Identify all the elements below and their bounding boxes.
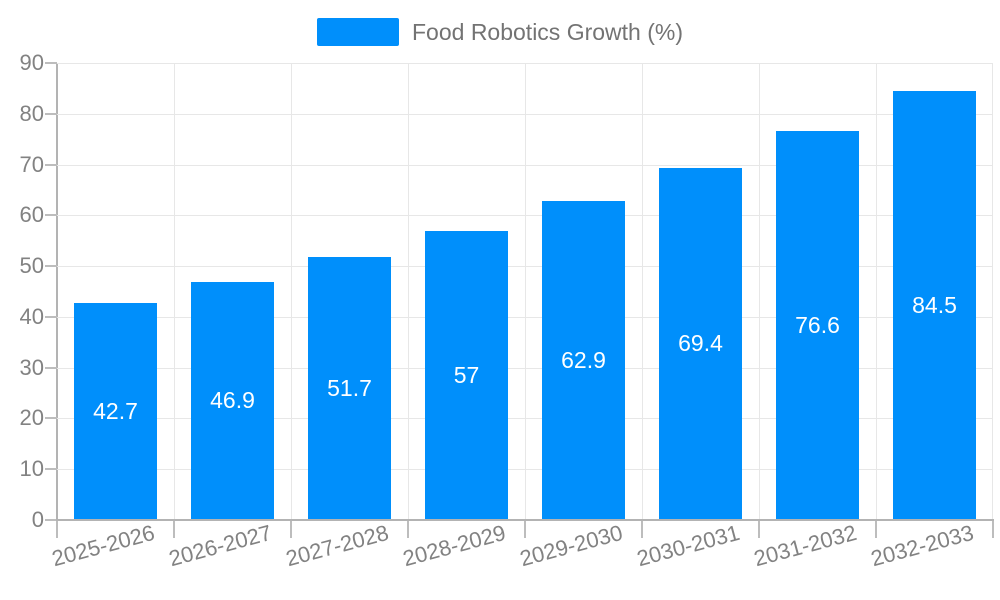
- y-tick-label: 10: [19, 456, 44, 482]
- x-tick-mark: [875, 520, 877, 538]
- x-tick-label: 2031-2032: [750, 519, 859, 572]
- gridline-vertical: [876, 63, 877, 520]
- y-tick-mark: [45, 417, 57, 420]
- x-tick-mark: [992, 520, 994, 538]
- legend-label: Food Robotics Growth (%): [412, 18, 683, 45]
- y-tick-mark: [45, 315, 57, 318]
- legend-item[interactable]: Food Robotics Growth (%): [317, 18, 683, 46]
- bar-value-label: 76.6: [795, 312, 840, 339]
- gridline-vertical: [525, 63, 526, 520]
- y-tick-mark: [45, 214, 57, 217]
- y-tick-mark: [45, 163, 57, 166]
- plot-area: 42.7 46.9 51.7 57 62.9 69.4 76.6 84.5: [45, 62, 994, 538]
- x-tick-mark: [641, 520, 643, 538]
- y-tick-label: 80: [19, 100, 44, 126]
- x-tick-label: 2029-2030: [516, 519, 625, 572]
- bar-value-label: 57: [453, 361, 480, 388]
- gridline-vertical: [992, 63, 993, 520]
- y-tick-label: 50: [19, 253, 44, 279]
- y-tick-mark: [45, 366, 57, 369]
- gridline-vertical: [291, 63, 292, 520]
- bar-value-label: 51.7: [327, 375, 372, 402]
- x-tick-label: 2028-2029: [399, 519, 508, 572]
- y-tick-mark: [45, 112, 57, 115]
- x-tick-label: 2030-2031: [633, 519, 742, 572]
- x-tick-mark: [173, 520, 175, 538]
- x-tick-label: 2026-2027: [165, 519, 274, 572]
- bar-value-label: 69.4: [678, 330, 723, 357]
- bar-2027-2028[interactable]: 51.7: [308, 257, 391, 520]
- bar-value-label: 84.5: [912, 291, 957, 318]
- x-axis: 2025-2026 2026-2027 2027-2028 2028-2029 2029…: [49, 520, 993, 597]
- bar-2026-2027[interactable]: 46.9: [191, 281, 274, 520]
- y-axis: 0 10 20 30 40 50 60 70 80 90: [0, 52, 44, 531]
- gridline-vertical: [642, 63, 643, 520]
- x-tick-mark: [407, 520, 409, 538]
- legend-swatch: [317, 18, 399, 46]
- x-tick-mark: [758, 520, 760, 538]
- x-tick-mark: [56, 520, 58, 538]
- gridline-vertical: [759, 63, 760, 520]
- bar-2031-2032[interactable]: 76.6: [776, 131, 859, 520]
- bar-value-label: 46.9: [210, 387, 255, 414]
- bar-2030-2031[interactable]: 69.4: [659, 167, 742, 520]
- y-tick-label: 30: [19, 354, 44, 380]
- x-tick-label: 2025-2026: [48, 519, 157, 572]
- y-tick-label: 20: [19, 405, 44, 431]
- bar-2029-2030[interactable]: 62.9: [542, 200, 625, 520]
- y-tick-label: 90: [19, 50, 44, 75]
- y-tick-mark: [45, 468, 57, 471]
- bar-2032-2033[interactable]: 84.5: [893, 90, 976, 520]
- bar-value-label: 62.9: [561, 346, 606, 373]
- y-tick-label: 0: [31, 507, 44, 532]
- y-tick-mark: [45, 265, 57, 268]
- bar-2028-2029[interactable]: 57: [425, 230, 508, 520]
- x-tick-label: 2032-2033: [867, 519, 976, 572]
- y-tick-label: 40: [19, 303, 44, 329]
- x-tick-mark: [290, 520, 292, 538]
- x-tick-label: 2027-2028: [282, 519, 391, 572]
- x-tick-mark: [524, 520, 526, 538]
- bar-value-label: 42.7: [93, 398, 138, 425]
- bar-2025-2026[interactable]: 42.7: [74, 303, 157, 520]
- gridline-vertical: [408, 63, 409, 520]
- chart-legend: Food Robotics Growth (%): [0, 18, 1000, 46]
- y-tick-mark: [45, 519, 57, 521]
- y-tick-label: 70: [19, 151, 44, 177]
- y-tick-label: 60: [19, 202, 44, 228]
- y-tick-mark: [45, 62, 57, 64]
- gridline-vertical: [174, 63, 175, 520]
